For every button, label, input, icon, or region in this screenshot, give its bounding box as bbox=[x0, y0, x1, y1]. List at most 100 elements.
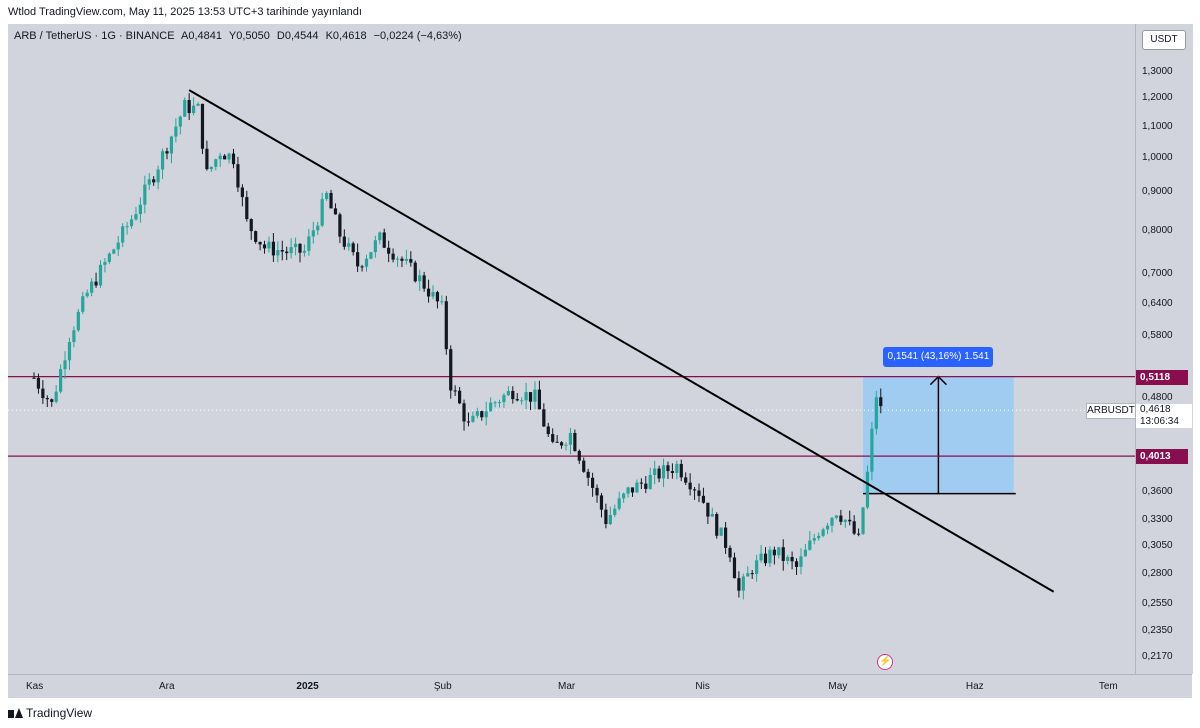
price-tick-label: 1,0000 bbox=[1142, 151, 1173, 163]
candle-body bbox=[622, 493, 626, 499]
lightning-icon[interactable]: ⚡ bbox=[877, 654, 894, 670]
candle-body bbox=[475, 411, 479, 416]
candle-body bbox=[174, 126, 178, 137]
publish-header: Wtlod TradingView.com, May 11, 2025 13:5… bbox=[0, 0, 1200, 24]
candle-body bbox=[586, 471, 590, 478]
candle-body bbox=[750, 573, 754, 575]
candle-body bbox=[404, 259, 408, 261]
candle-body bbox=[746, 573, 750, 577]
candle-body bbox=[205, 148, 209, 170]
candle-body bbox=[706, 502, 710, 517]
price-tick-label: 0,2350 bbox=[1142, 624, 1173, 636]
footer-brand: TradingView bbox=[26, 706, 93, 720]
candle-body bbox=[737, 578, 741, 591]
time-tick-label: Haz bbox=[965, 681, 984, 692]
candle-body bbox=[72, 330, 76, 342]
candle-body bbox=[591, 477, 595, 488]
candle-body bbox=[825, 525, 830, 530]
candle-body bbox=[218, 155, 222, 160]
candle-body bbox=[506, 390, 510, 396]
candle-body bbox=[413, 262, 417, 282]
candle-body bbox=[710, 514, 714, 517]
candle-body bbox=[626, 487, 630, 494]
candle-body bbox=[533, 389, 537, 402]
candle-body bbox=[657, 468, 661, 479]
bar-countdown: 13:06:34 bbox=[1140, 416, 1179, 428]
candle-body bbox=[458, 390, 462, 404]
candle-body bbox=[169, 136, 174, 154]
candle-body bbox=[741, 576, 745, 591]
candle-body bbox=[121, 226, 125, 243]
candle-body bbox=[32, 377, 36, 379]
candle-body bbox=[489, 402, 493, 412]
candle-body bbox=[449, 349, 453, 391]
candle-body bbox=[50, 399, 54, 402]
candle-body bbox=[520, 400, 524, 402]
candle-body bbox=[692, 489, 697, 491]
candle-body bbox=[688, 482, 692, 490]
candle-body bbox=[311, 230, 315, 237]
price-tick-label: 0,9000 bbox=[1142, 186, 1173, 198]
candle-body bbox=[325, 192, 329, 200]
candle-body bbox=[857, 533, 861, 535]
candle-body bbox=[661, 465, 666, 479]
candle-body bbox=[843, 519, 847, 522]
candle-body bbox=[786, 556, 790, 561]
legend-open: A0,4841 bbox=[181, 30, 223, 42]
price-chart-svg[interactable] bbox=[8, 24, 1135, 674]
candle-body bbox=[440, 301, 444, 303]
legend-symbol: ARB / TetherUS · 1G · BINANCE bbox=[14, 30, 175, 42]
candle-body bbox=[528, 392, 533, 402]
candle-body bbox=[54, 391, 58, 402]
candle-body bbox=[821, 529, 825, 536]
candle-body bbox=[484, 411, 488, 418]
time-tick-label: Tem bbox=[1098, 681, 1118, 692]
time-tick-label: 2025 bbox=[296, 681, 319, 692]
time-tick-label: May bbox=[828, 681, 848, 692]
price-tick-label: 1,1000 bbox=[1142, 120, 1173, 132]
time-axis[interactable]: Kas Ara 2025 Şub Mar Nis May Haz Tem bbox=[8, 674, 1192, 699]
candle-body bbox=[223, 155, 227, 160]
candle-body bbox=[502, 395, 506, 403]
chart-plot-area[interactable]: ARB / TetherUS · 1G · BINANCE A0,4841 Y0… bbox=[8, 24, 1135, 674]
price-tick-label: 0,3600 bbox=[1142, 485, 1173, 497]
candle-body bbox=[559, 442, 564, 446]
candle-body bbox=[178, 116, 182, 127]
tradingview-logo: TradingView bbox=[8, 706, 92, 720]
candle-body bbox=[63, 360, 67, 370]
price-tick-label: 1,2000 bbox=[1142, 92, 1173, 104]
candle-body bbox=[360, 266, 364, 268]
price-axis[interactable]: USDT 1,3000 1,2000 1,1000 1,0000 0,9000 0,800… bbox=[1135, 24, 1193, 674]
candle-body bbox=[280, 250, 284, 252]
candle-body bbox=[546, 426, 550, 435]
candle-body bbox=[285, 251, 289, 254]
candle-body bbox=[653, 468, 657, 475]
candle-body bbox=[728, 547, 732, 558]
candle-body bbox=[462, 403, 466, 422]
candle-body bbox=[794, 561, 799, 567]
candle-body bbox=[790, 556, 794, 562]
candle-body bbox=[861, 507, 865, 534]
candle-body bbox=[183, 100, 187, 117]
candle-body bbox=[67, 341, 72, 361]
price-tick-label: 0,4800 bbox=[1142, 391, 1173, 403]
price-tick-label: 0,7000 bbox=[1142, 268, 1173, 280]
candle-body bbox=[200, 103, 205, 149]
currency-selector[interactable]: USDT bbox=[1142, 30, 1186, 50]
candle-body bbox=[289, 247, 293, 254]
candle-body bbox=[839, 515, 843, 522]
time-tick-label: Nis bbox=[695, 681, 710, 692]
legend-low: D0,4544 bbox=[276, 30, 319, 42]
candle-body bbox=[874, 397, 878, 429]
candle-body bbox=[192, 105, 196, 114]
candle-body bbox=[493, 402, 497, 404]
candle-body bbox=[395, 258, 400, 260]
candle-body bbox=[276, 250, 280, 256]
candle-body bbox=[781, 547, 785, 561]
candle-body bbox=[879, 397, 883, 407]
time-tick-label: Kas bbox=[26, 681, 44, 692]
candle-body bbox=[617, 498, 621, 509]
candle-body bbox=[271, 241, 275, 256]
candle-body bbox=[755, 560, 759, 575]
candle-body bbox=[236, 164, 240, 188]
